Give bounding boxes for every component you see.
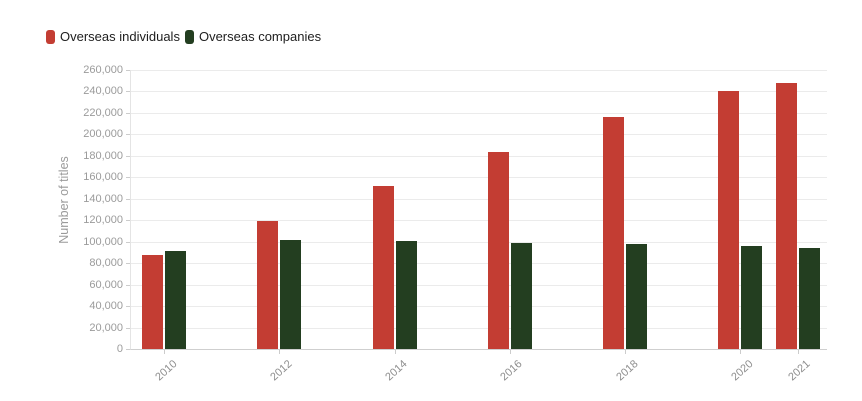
y-axis-tick-label-200000: 200,000 xyxy=(83,128,123,141)
y-tick xyxy=(126,220,130,222)
x-tick-2018 xyxy=(625,350,626,354)
plot-area xyxy=(126,70,827,354)
y-axis-tick-label-40000: 40,000 xyxy=(89,300,123,313)
y-axis-tick-label-260000: 260,000 xyxy=(83,64,123,76)
legend-swatch-companies-icon xyxy=(184,30,194,44)
x-axis-label-2010: 2010 xyxy=(153,358,180,384)
y-axis-tick-label-120000: 120,000 xyxy=(83,214,123,227)
y-tick xyxy=(126,155,130,157)
gridline-200000 xyxy=(131,134,827,136)
x-tick-2014 xyxy=(394,350,396,354)
bar-2020-overseas-companies xyxy=(741,246,763,349)
x-axis-label-2012: 2012 xyxy=(268,358,295,384)
gridline-140000 xyxy=(131,198,827,200)
bar-2012-overseas-individuals xyxy=(257,221,279,349)
x-tick-2021 xyxy=(797,350,799,354)
y-tick xyxy=(126,263,130,265)
bar-2010-overseas-companies xyxy=(165,251,187,349)
bar-2018-overseas-companies xyxy=(626,243,647,349)
y-axis-tick-label-100000: 100,000 xyxy=(83,235,123,248)
y-axis-tick-label-160000: 160,000 xyxy=(83,171,123,184)
gridline-60000 xyxy=(131,284,827,286)
y-axis-tick-label-220000: 220,000 xyxy=(83,106,123,119)
bar-2012-overseas-companies xyxy=(280,239,302,349)
x-axis-label-2018: 2018 xyxy=(613,358,641,384)
y-tick xyxy=(126,349,130,350)
bar-2018-overseas-individuals xyxy=(603,117,624,349)
x-tick-2016 xyxy=(509,350,511,354)
y-axis-tick-label-60000: 60,000 xyxy=(89,278,123,291)
x-axis-labels: 2010 2012 2014 2016 2018 2020 2021 xyxy=(130,351,826,401)
gridline-120000 xyxy=(131,220,827,222)
y-tick xyxy=(126,112,130,114)
gridline-180000 xyxy=(131,155,827,157)
bar-2014-overseas-companies xyxy=(395,240,417,349)
legend-item-overseas-companies: Overseas companies xyxy=(184,28,322,46)
gridline-100000 xyxy=(131,241,827,243)
legend-swatch-individuals-icon xyxy=(46,30,55,44)
gridline-20000 xyxy=(131,327,827,329)
x-tick-2020 xyxy=(740,350,742,354)
gridline-240000 xyxy=(131,91,827,93)
x-axis-label-2020: 2020 xyxy=(729,358,756,384)
legend: Overseas individuals Overseas companies xyxy=(46,28,326,46)
bar-2021-overseas-individuals xyxy=(775,82,797,349)
bar-2020-overseas-individuals xyxy=(718,91,740,349)
y-axis-tick-label-20000: 20,000 xyxy=(89,321,123,334)
y-tick xyxy=(126,327,130,329)
y-tick xyxy=(126,198,130,200)
y-axis-tick-label-0: 0 xyxy=(116,343,123,355)
y-tick xyxy=(126,284,130,286)
gridline-260000 xyxy=(131,70,827,71)
x-axis-label-2016: 2016 xyxy=(498,358,525,384)
legend-item-overseas-individuals: Overseas individuals xyxy=(46,28,180,46)
y-axis-tick-label-240000: 240,000 xyxy=(83,85,123,98)
gridline-160000 xyxy=(131,177,827,179)
y-tick xyxy=(126,134,130,136)
bar-2021-overseas-companies xyxy=(798,248,820,349)
y-tick xyxy=(126,177,130,179)
bar-2016-overseas-companies xyxy=(510,242,532,349)
y-tick xyxy=(126,241,130,243)
y-axis-tick-label-180000: 180,000 xyxy=(83,149,123,162)
bar-2010-overseas-individuals xyxy=(142,254,164,349)
gridline-220000 xyxy=(131,112,827,114)
y-tick xyxy=(126,70,130,71)
y-axis-tick-label-140000: 140,000 xyxy=(83,192,123,205)
x-tick-2012 xyxy=(279,350,281,354)
y-tick xyxy=(126,91,130,93)
legend-label-overseas-individuals: Overseas individuals xyxy=(60,29,180,44)
y-axis-tick-label-80000: 80,000 xyxy=(89,257,123,270)
gridline-80000 xyxy=(131,263,827,265)
bar-2016-overseas-individuals xyxy=(487,151,509,349)
legend-label-overseas-companies: Overseas companies xyxy=(198,29,322,44)
x-axis-label-2014: 2014 xyxy=(383,358,410,384)
y-tick xyxy=(126,306,130,308)
x-tick-2010 xyxy=(164,350,166,354)
gridline-40000 xyxy=(131,306,827,308)
x-axis-label-2021: 2021 xyxy=(786,358,813,384)
y-axis-labels: 0 20,000 40,000 60,000 80,000 100,000 120,000 1… xyxy=(0,0,123,401)
bar-2014-overseas-individuals xyxy=(372,185,394,349)
